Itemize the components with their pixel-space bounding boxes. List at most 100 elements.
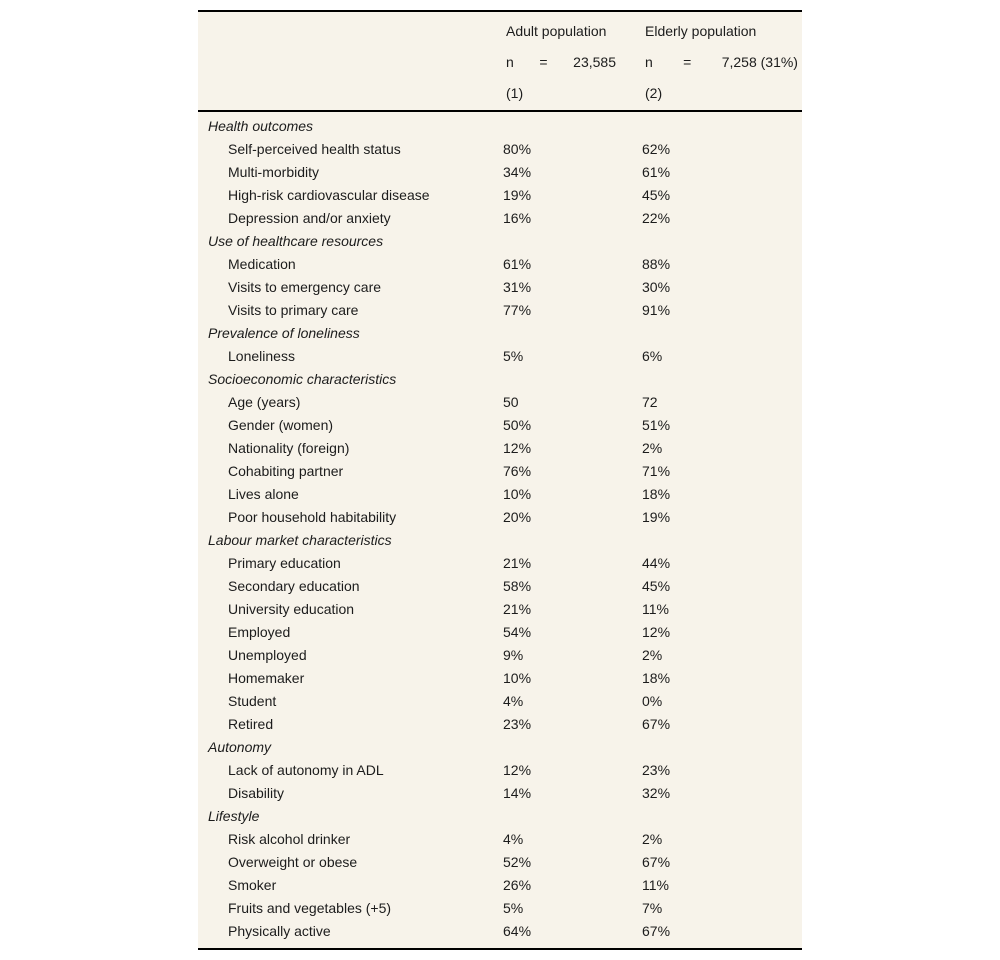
adult-value: 12% (503, 440, 532, 456)
section-label: Lifestyle (208, 808, 260, 824)
table-row: Visits to primary care 77% 91% (198, 299, 802, 322)
adult-value: 64% (503, 923, 532, 939)
row-label: Unemployed (228, 647, 307, 663)
table-body: Health outcomes Self-perceived health sta… (198, 112, 802, 948)
elderly-value: 7% (642, 900, 663, 916)
adult-n-value: 23,585 (573, 54, 616, 70)
elderly-value: 11% (642, 877, 669, 893)
adult-value: 16% (503, 210, 532, 226)
section-row: Prevalence of loneliness (198, 322, 802, 345)
elderly-value: 67% (642, 854, 671, 870)
elderly-value: 67% (642, 923, 671, 939)
table-row: High-risk cardiovascular disease 19% 45% (198, 184, 802, 207)
table-row: Nationality (foreign) 12% 2% (198, 437, 802, 460)
row-label: Self-perceived health status (228, 141, 401, 157)
adult-column-note: (1) (506, 85, 524, 101)
section-row: Labour market characteristics (198, 529, 802, 552)
adult-value: 54% (503, 624, 532, 640)
section-row: Lifestyle (198, 805, 802, 828)
elderly-value: 67% (642, 716, 671, 732)
row-label: Employed (228, 624, 291, 640)
elderly-n-label: n (645, 54, 653, 70)
row-label: Loneliness (228, 348, 295, 364)
table-row: Smoker 26% 11% (198, 874, 802, 897)
table-row: Fruits and vegetables (+5) 5% 7% (198, 897, 802, 920)
table-row: Risk alcohol drinker 4% 2% (198, 828, 802, 851)
table-row: Self-perceived health status 80% 62% (198, 138, 802, 161)
elderly-value: 45% (642, 187, 671, 203)
elderly-value: 11% (642, 601, 669, 617)
adult-value: 14% (503, 785, 532, 801)
section-row: Socioeconomic characteristics (198, 368, 802, 391)
table-row: Disability 14% 32% (198, 782, 802, 805)
row-label: Lack of autonomy in ADL (228, 762, 384, 778)
table-row: Loneliness 5% 6% (198, 345, 802, 368)
table-row: Unemployed 9% 2% (198, 644, 802, 667)
section-row: Use of healthcare resources (198, 230, 802, 253)
table-row: Overweight or obese 52% 67% (198, 851, 802, 874)
elderly-value: 91% (642, 302, 671, 318)
adult-value: 5% (503, 900, 524, 916)
row-label: Fruits and vegetables (+5) (228, 900, 392, 916)
elderly-value: 12% (642, 624, 671, 640)
row-label: Nationality (foreign) (228, 440, 350, 456)
table-header: Adult population n = 23,585 (1) Elderly … (198, 12, 802, 112)
adult-value: 19% (503, 187, 532, 203)
table-row: Retired 23% 67% (198, 713, 802, 736)
table-row: Age (years) 50 72 (198, 391, 802, 414)
row-label: Multi-morbidity (228, 164, 320, 180)
table-row: Lives alone 10% 18% (198, 483, 802, 506)
row-label: Smoker (228, 877, 277, 893)
table-row: Depression and/or anxiety 16% 22% (198, 207, 802, 230)
adult-value: 80% (503, 141, 532, 157)
elderly-value: 88% (642, 256, 671, 272)
adult-value: 21% (503, 555, 532, 571)
table-row: University education 21% 11% (198, 598, 802, 621)
header-elderly-population: Elderly population n = 7,258 (31%) (2) (642, 16, 802, 109)
elderly-value: 23% (642, 762, 671, 778)
row-label: Primary education (228, 555, 341, 571)
row-label: Homemaker (228, 670, 305, 686)
adult-value: 77% (503, 302, 532, 318)
elderly-value: 2% (642, 647, 663, 663)
section-label: Autonomy (208, 739, 272, 755)
row-label: High-risk cardiovascular disease (228, 187, 430, 203)
row-label: Visits to primary care (228, 302, 359, 318)
table-row: Poor household habitability 20% 19% (198, 506, 802, 529)
elderly-column-note: (2) (645, 85, 663, 101)
adult-value: 58% (503, 578, 532, 594)
adult-value: 10% (503, 670, 532, 686)
adult-equals-sign: = (539, 54, 548, 70)
elderly-value: 2% (642, 440, 663, 456)
adult-value: 10% (503, 486, 532, 502)
table-row: Multi-morbidity 34% 61% (198, 161, 802, 184)
section-label: Prevalence of loneliness (208, 325, 360, 341)
elderly-value: 62% (642, 141, 671, 157)
section-row: Health outcomes (198, 115, 802, 138)
adult-n-label: n (506, 54, 514, 70)
row-label: Cohabiting partner (228, 463, 344, 479)
row-label: Depression and/or anxiety (228, 210, 391, 226)
elderly-value: 45% (642, 578, 671, 594)
adult-value: 9% (503, 647, 524, 663)
table-row: Student 4% 0% (198, 690, 802, 713)
table-row: Medication 61% 88% (198, 253, 802, 276)
row-label: Physically active (228, 923, 331, 939)
elderly-value: 32% (642, 785, 671, 801)
elderly-value: 19% (642, 509, 671, 525)
row-label: Gender (women) (228, 417, 334, 433)
elderly-column-title: Elderly population (645, 23, 757, 39)
adult-value: 26% (503, 877, 532, 893)
row-label: Disability (228, 785, 285, 801)
section-label: Use of healthcare resources (208, 233, 384, 249)
row-label: Age (years) (228, 394, 301, 410)
elderly-value: 22% (642, 210, 671, 226)
adult-column-title: Adult population (506, 23, 607, 39)
section-label: Socioeconomic characteristics (208, 371, 397, 387)
population-statistics-table: Adult population n = 23,585 (1) Elderly … (198, 10, 802, 950)
adult-value: 23% (503, 716, 532, 732)
table-row: Primary education 21% 44% (198, 552, 802, 575)
adult-value: 50 (503, 394, 519, 410)
row-label: Medication (228, 256, 296, 272)
